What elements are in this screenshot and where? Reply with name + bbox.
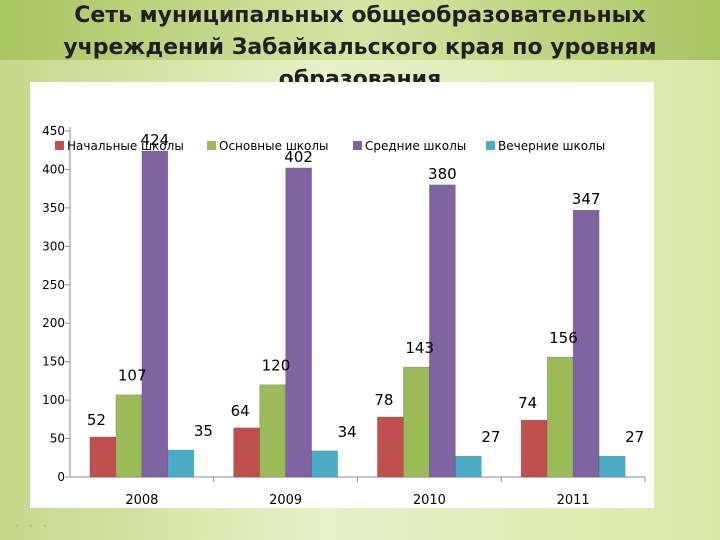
bar bbox=[285, 167, 312, 478]
bar bbox=[141, 150, 169, 478]
data-label: 424 bbox=[141, 131, 170, 149]
x-tick-label: 2010 bbox=[413, 493, 446, 508]
bar bbox=[572, 209, 600, 478]
y-tick-label: 0 bbox=[57, 470, 65, 484]
data-label: 74 bbox=[518, 394, 537, 412]
data-label: 52 bbox=[87, 411, 106, 429]
y-axis: 0 50 100 150 200 250 300 350 400 450 bbox=[42, 124, 71, 484]
bar bbox=[259, 384, 286, 478]
data-label: 78 bbox=[374, 391, 393, 409]
chart-title: Сеть муниципальных общеобразовательных у… bbox=[40, 0, 680, 96]
y-tick-label: 50 bbox=[50, 432, 65, 446]
legend-label: Средние школы bbox=[365, 139, 466, 153]
y-tick-label: 150 bbox=[42, 355, 65, 369]
legend-label: Вечерние школы bbox=[498, 139, 605, 153]
legend-swatch bbox=[486, 141, 495, 150]
data-label: 27 bbox=[625, 428, 644, 446]
legend-swatch bbox=[353, 141, 362, 150]
data-label: 107 bbox=[118, 367, 147, 385]
data-label: 143 bbox=[405, 339, 434, 357]
x-tick-label: 2011 bbox=[557, 493, 590, 508]
data-label: 35 bbox=[194, 422, 213, 440]
title-band bbox=[0, 0, 720, 60]
bar bbox=[546, 356, 574, 478]
decorative-dots: • • • bbox=[14, 522, 51, 532]
legend-item: Начальные школы bbox=[55, 139, 184, 153]
bar bbox=[403, 366, 430, 478]
bar bbox=[89, 436, 117, 478]
x-tick-label: 2009 bbox=[269, 493, 302, 508]
title-line-2: учреждений Забайкальского края по уровня… bbox=[63, 35, 657, 60]
y-tick-label: 450 bbox=[42, 124, 65, 138]
bar bbox=[455, 455, 482, 478]
bar bbox=[377, 416, 404, 478]
y-tick-label: 250 bbox=[42, 278, 65, 292]
bars bbox=[89, 150, 626, 478]
bar bbox=[429, 184, 456, 478]
bar bbox=[598, 455, 626, 478]
bar bbox=[311, 450, 338, 478]
data-label: 120 bbox=[262, 357, 291, 375]
y-tick-label: 300 bbox=[42, 239, 65, 253]
data-label: 34 bbox=[338, 423, 357, 441]
data-label: 380 bbox=[428, 165, 457, 183]
data-label: 347 bbox=[572, 190, 601, 208]
title-line-1: Сеть муниципальных общеобразовательных bbox=[74, 3, 646, 28]
legend-label: Основные школы bbox=[219, 139, 329, 153]
x-tick-label: 2008 bbox=[125, 493, 158, 508]
legend-swatch bbox=[207, 141, 216, 150]
bar bbox=[115, 394, 143, 478]
bar bbox=[520, 419, 548, 478]
bar bbox=[233, 427, 260, 478]
x-axis: 2008 2009 2010 2011 bbox=[70, 476, 646, 508]
bar bbox=[167, 449, 195, 478]
legend-item: Средние школы bbox=[353, 139, 466, 153]
legend-swatch bbox=[55, 141, 64, 150]
data-label: 156 bbox=[549, 329, 578, 347]
y-tick-label: 350 bbox=[42, 201, 65, 215]
data-label: 64 bbox=[231, 402, 250, 420]
y-tick-label: 100 bbox=[42, 393, 65, 407]
data-labels: 52 107 424 35 64 120 402 34 78 143 380 27 74 156 347 27 bbox=[87, 131, 644, 446]
legend-item: Основные школы bbox=[207, 139, 329, 153]
legend-item: Вечерние школы bbox=[486, 139, 605, 153]
data-label: 402 bbox=[284, 148, 313, 166]
y-tick-label: 200 bbox=[42, 316, 65, 330]
y-tick-label: 400 bbox=[42, 162, 65, 176]
legend: Начальные школы Основные школы Средние шко… bbox=[55, 139, 605, 153]
data-label: 27 bbox=[481, 428, 500, 446]
legend-label: Начальные школы bbox=[67, 139, 184, 153]
